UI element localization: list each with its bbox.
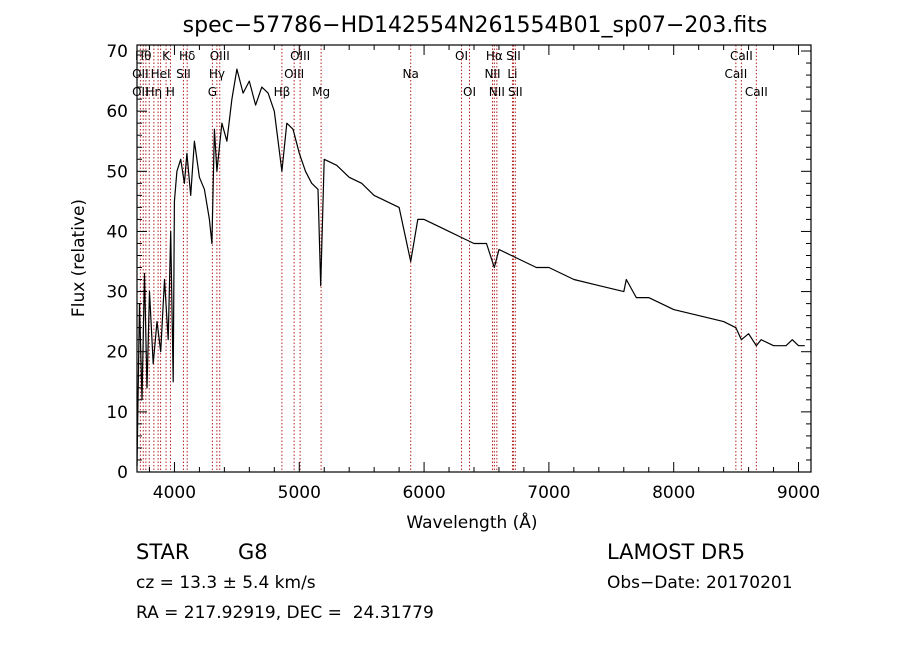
y-axis-label: Flux (relative) xyxy=(69,199,89,317)
line-label: H xyxy=(166,85,175,99)
line-label: Hβ xyxy=(274,85,291,99)
line-label: Li xyxy=(507,67,517,81)
y-tick-label: 50 xyxy=(106,162,128,182)
line-label: OIII xyxy=(290,49,310,63)
line-label: HeI xyxy=(151,67,171,81)
line-label: OIII xyxy=(284,67,304,81)
spectral-line-markers xyxy=(139,45,757,472)
plot-frame xyxy=(136,44,812,473)
x-tick-label: 4000 xyxy=(153,483,196,503)
coordinates-text: RA = 217.92919, DEC = 24.31779 xyxy=(136,603,434,623)
x-tick-label: 8000 xyxy=(652,483,695,503)
line-label: Hα xyxy=(486,49,503,63)
line-label: G xyxy=(208,85,217,99)
line-label: Na xyxy=(403,67,419,81)
line-label: NII xyxy=(484,67,500,81)
line-label: OII xyxy=(132,67,149,81)
line-label: CaII xyxy=(724,67,747,81)
line-label: CaII xyxy=(730,49,753,63)
y-tick-label: 40 xyxy=(106,222,128,242)
line-label: Hη xyxy=(146,85,163,99)
line-label: SII xyxy=(508,85,523,99)
line-label: Hθ xyxy=(135,49,151,63)
chart-title: spec−57786−HD142554N261554B01_sp07−203.f… xyxy=(183,13,768,38)
line-label: OI xyxy=(455,49,468,63)
survey-name: LAMOST DR5 xyxy=(607,540,746,564)
x-tick-label: 6000 xyxy=(402,483,445,503)
line-label: Hγ xyxy=(209,67,225,81)
x-tick-label: 9000 xyxy=(777,483,820,503)
y-tick-label: 70 xyxy=(106,42,128,62)
line-label: OI xyxy=(463,85,476,99)
observation-date: Obs−Date: 20170201 xyxy=(607,573,793,593)
y-tick-label: 60 xyxy=(106,102,128,122)
line-label: K xyxy=(162,49,171,63)
line-label: Hδ xyxy=(179,49,195,63)
line-label: OIII xyxy=(210,49,230,63)
y-tick-label: 10 xyxy=(106,403,128,423)
x-axis-label: Wavelength (Å) xyxy=(406,511,537,533)
line-label: SII xyxy=(506,49,521,63)
line-label: NII xyxy=(489,85,505,99)
spectrum-line xyxy=(136,68,805,467)
line-label: CaII xyxy=(745,85,768,99)
x-tick-label: 7000 xyxy=(527,483,570,503)
redshift-text: cz = 13.3 ± 5.4 km/s xyxy=(136,573,316,593)
line-label: Mg xyxy=(312,85,330,99)
object-subclass: G8 xyxy=(238,540,268,564)
y-axis-ticks: 0 10 20 30 40 50 60 70 xyxy=(106,42,811,483)
line-label: SII xyxy=(176,67,191,81)
object-class: STAR xyxy=(136,540,190,564)
x-axis-ticks: 4000 5000 6000 7000 8000 9000 xyxy=(148,45,820,503)
y-tick-label: 20 xyxy=(106,343,128,363)
line-label: OII xyxy=(132,85,149,99)
x-tick-label: 5000 xyxy=(278,483,321,503)
y-tick-label: 30 xyxy=(106,283,128,303)
y-tick-label: 0 xyxy=(117,463,128,483)
